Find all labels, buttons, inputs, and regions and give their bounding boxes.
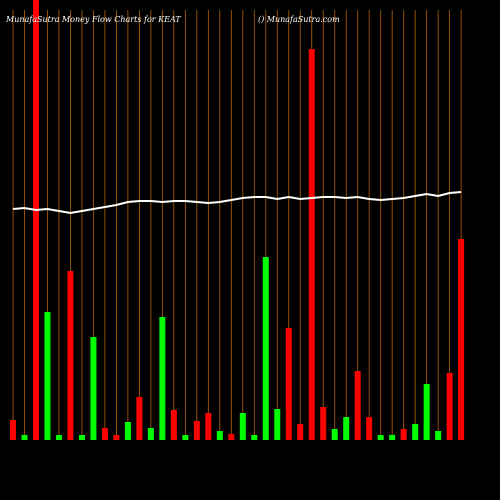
chart-subtitle: () MunafaSutra.com <box>258 15 340 24</box>
bar <box>297 424 304 440</box>
bar <box>274 409 281 440</box>
bar <box>216 431 223 440</box>
bars <box>10 0 465 440</box>
bar <box>147 428 154 440</box>
bar <box>308 49 315 440</box>
bar <box>124 422 131 440</box>
bar <box>354 371 361 440</box>
bar <box>44 312 51 440</box>
bar <box>55 435 62 440</box>
bar <box>320 407 327 440</box>
bar <box>377 435 384 440</box>
bar <box>262 257 269 440</box>
bar <box>182 435 189 440</box>
bar <box>458 239 465 440</box>
bar <box>251 435 258 440</box>
bar <box>412 424 419 440</box>
bar <box>78 435 85 440</box>
money-flow-line <box>12 191 462 215</box>
bar <box>228 434 235 440</box>
bar <box>136 397 143 440</box>
bar <box>389 435 396 440</box>
bar <box>113 435 120 440</box>
bar <box>193 421 200 440</box>
bar <box>101 428 108 440</box>
bar <box>400 429 407 440</box>
bar <box>90 337 97 440</box>
bar <box>205 413 212 440</box>
bar <box>435 431 442 440</box>
bar <box>67 271 74 440</box>
bar <box>32 0 39 440</box>
bar <box>331 429 338 440</box>
bar <box>170 410 177 440</box>
bar <box>366 417 373 440</box>
grid <box>12 10 462 440</box>
bar <box>446 373 453 440</box>
bar <box>423 384 430 440</box>
bar <box>239 413 246 440</box>
chart-title: MunafaSutra Money Flow Charts for KEAT <box>5 15 181 24</box>
bar <box>159 317 166 440</box>
bar <box>285 328 292 440</box>
bar <box>21 435 28 440</box>
bar <box>10 420 16 440</box>
bar <box>343 417 350 440</box>
